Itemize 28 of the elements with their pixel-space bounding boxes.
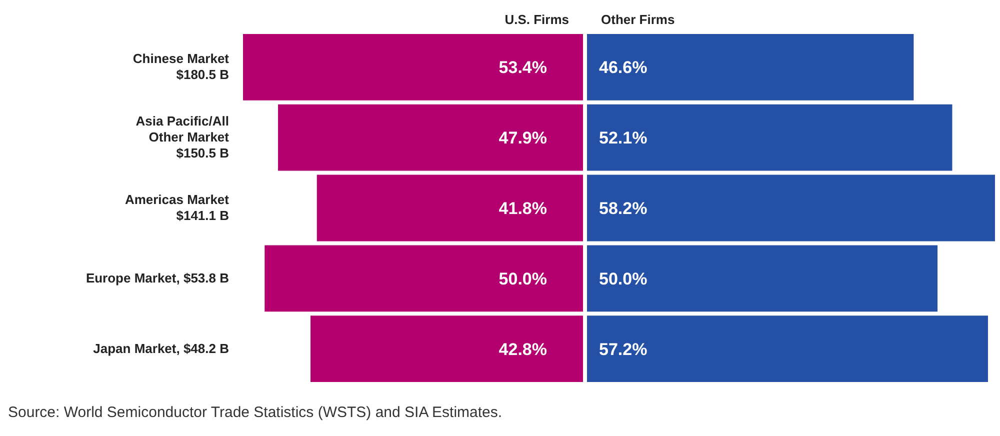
bar bbox=[310, 316, 583, 382]
source-note: Source: World Semiconductor Trade Statistics (WSTS) and SIA Estimates. bbox=[8, 404, 504, 421]
data-label: 52.1% bbox=[599, 128, 648, 148]
chart-title: U.S. Firms bbox=[504, 11, 570, 29]
bar bbox=[316, 174, 583, 242]
data-label: 47.9% bbox=[498, 128, 547, 148]
y-tick-label: Europe Market, $53.8 B bbox=[86, 270, 229, 286]
bar bbox=[587, 174, 995, 242]
chart-title: Other Firms bbox=[600, 11, 676, 29]
data-label: 42.8% bbox=[498, 340, 547, 359]
y-tick-label: Japan Market, $48.2 B bbox=[93, 340, 229, 356]
data-label: 57.2% bbox=[599, 340, 648, 359]
bar bbox=[278, 104, 583, 171]
bar bbox=[587, 34, 914, 100]
bar bbox=[243, 34, 583, 100]
y-tick-label: Chinese Market $180.5 B bbox=[132, 51, 230, 82]
bar bbox=[587, 245, 938, 312]
data-label: 50.0% bbox=[498, 269, 547, 288]
data-label: 50.0% bbox=[599, 269, 648, 288]
bar bbox=[587, 104, 952, 171]
bar bbox=[264, 245, 583, 312]
bar bbox=[587, 316, 988, 382]
data-label: 53.4% bbox=[498, 58, 547, 78]
y-tick-label: Asia Pacific/All Other Market $150.5 B bbox=[136, 114, 230, 161]
data-label: 58.2% bbox=[599, 199, 648, 218]
y-tick-label: Americas Market $141.1 B bbox=[124, 192, 230, 223]
data-label: 41.8% bbox=[498, 199, 547, 218]
data-label: 46.6% bbox=[599, 58, 648, 78]
